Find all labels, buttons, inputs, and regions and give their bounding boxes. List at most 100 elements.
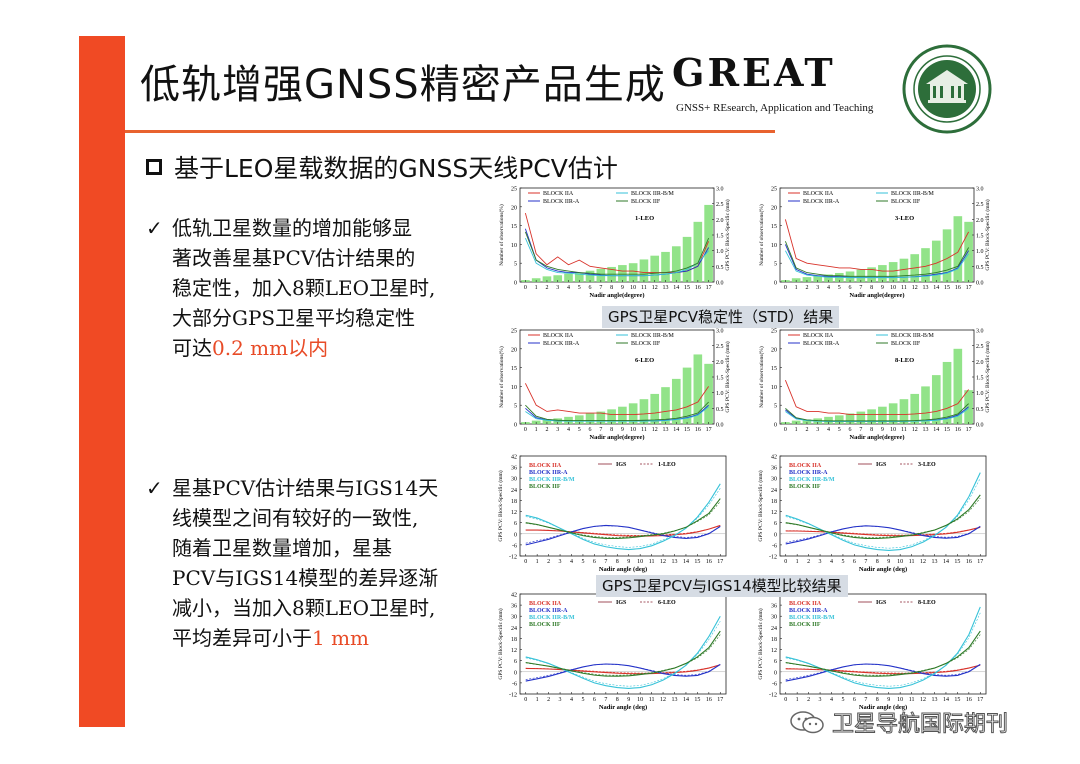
bar-2 <box>542 276 552 282</box>
y-axis-label: Number of observations(%) <box>758 346 765 408</box>
y2-tick-label: 0.5 <box>716 407 724 413</box>
x-tick-label: 12 <box>920 697 926 703</box>
x-tick-label: 7 <box>864 697 867 703</box>
x-tick-label: 13 <box>923 285 929 291</box>
bullet-line: 星基PCV估计结果与IGS14天 <box>172 476 439 500</box>
y-tick-label: 36 <box>511 604 517 610</box>
bullet-line: PCV与IGS14模型的差异逐渐 <box>172 566 439 590</box>
y-tick-label: 12 <box>511 648 517 654</box>
x-tick-label: 6 <box>849 285 852 291</box>
legend-ref-igs: IGS <box>876 600 887 606</box>
bar-16 <box>693 221 703 282</box>
y-tick-label: 5 <box>774 262 777 268</box>
x-tick-label: 9 <box>887 697 890 703</box>
chart-legend: BLOCK IIA BLOCK IIR-A BLOCK IIR-B/M BLOCK I… <box>788 191 935 222</box>
series-line-3 <box>784 241 970 277</box>
x-tick-label: 12 <box>912 427 918 433</box>
legend-label-0: BLOCK IIA <box>543 191 574 197</box>
legend-label-3: BLOCK IIF <box>891 199 921 205</box>
y-tick-label: 30 <box>771 615 777 621</box>
x-tick-label: 13 <box>932 697 938 703</box>
x-tick-label: 11 <box>649 697 655 703</box>
y2-tick-label: 0.0 <box>716 281 724 287</box>
x-axis-label: Nadir angle(degree) <box>849 292 904 299</box>
bullet-line: 稳定性，加入8颗LEO卫星时, <box>172 276 436 300</box>
y-tick-label: 0 <box>514 670 517 676</box>
y-axis-label: Number of observations(%) <box>498 346 505 408</box>
x-tick-label: 4 <box>827 427 830 433</box>
x-tick-label: 0 <box>784 697 787 703</box>
x-tick-label: 0 <box>784 559 787 565</box>
x-tick-label: 4 <box>570 559 573 565</box>
series-line-0 <box>524 383 709 416</box>
check-icon: ✓ <box>146 216 163 240</box>
x-tick-label: 7 <box>604 697 607 703</box>
legend-label-1: BLOCK IIR-A <box>543 199 580 205</box>
watermark-text: 卫星导航国际期刊 <box>831 712 1009 738</box>
x-tick-label: 5 <box>578 427 581 433</box>
legend-ref-leo: 6-LEO <box>658 600 676 606</box>
x-tick-label: 5 <box>581 697 584 703</box>
bar-5 <box>574 272 584 282</box>
y-tick-label: 42 <box>511 593 517 599</box>
series-line-0 <box>525 664 721 675</box>
x-tick-label: 6 <box>593 559 596 565</box>
legend-label-0: BLOCK IIA <box>529 463 562 469</box>
y-tick-label: 25 <box>511 187 517 193</box>
y2-tick-label: 1.5 <box>976 376 984 382</box>
series-ref-3 <box>525 501 721 538</box>
legend-ref-igs: IGS <box>876 462 887 468</box>
bar-4 <box>824 274 833 282</box>
x-tick-label: 1 <box>795 427 798 433</box>
bar-3 <box>813 275 823 282</box>
x-tick-label: 8 <box>616 559 619 565</box>
legend-label-0: BLOCK IIA <box>803 191 834 197</box>
bar-7 <box>856 411 866 424</box>
x-tick-label: 17 <box>717 697 723 703</box>
x-tick-label: 3 <box>556 427 559 433</box>
y-tick-label: 6 <box>774 659 777 665</box>
bullet-comparison: ✓ 星基PCV估计结果与IGS14天 线模型之间有较好的一致性, 随着卫星数量增… <box>146 473 476 653</box>
x-tick-label: 12 <box>652 427 658 433</box>
x-tick-label: 16 <box>695 427 701 433</box>
x-tick-label: 11 <box>649 559 655 565</box>
y-tick-label: 15 <box>511 366 517 372</box>
bar-6 <box>585 270 595 282</box>
series-ref-1 <box>525 525 721 544</box>
y2-tick-label: 0.0 <box>976 423 984 429</box>
x-tick-label: 17 <box>706 285 712 291</box>
y-tick-label: 0 <box>514 423 517 429</box>
bar-14 <box>931 375 941 424</box>
y-tick-label: 18 <box>771 637 777 643</box>
legend-label-0: BLOCK IIA <box>543 333 574 339</box>
x-tick-label: 2 <box>545 285 548 291</box>
y-tick-label: 20 <box>771 205 777 211</box>
x-tick-label: 3 <box>559 697 562 703</box>
series-ref-2 <box>525 621 721 687</box>
bar-10 <box>628 403 638 424</box>
y2-tick-label: 2.0 <box>716 218 724 224</box>
panel-label: 3-LEO <box>895 215 914 222</box>
x-tick-label: 11 <box>641 285 647 291</box>
x-tick-label: 2 <box>805 427 808 433</box>
x-tick-label: 8 <box>610 285 613 291</box>
bullet-line: 减小，当加入8颗LEO卫星时, <box>172 596 436 620</box>
x-tick-label: 14 <box>673 427 679 433</box>
great-logo: GREAT <box>672 50 836 95</box>
y-tick-label: -6 <box>772 543 777 549</box>
y-tick-label: 24 <box>511 626 517 632</box>
x-tick-label: 15 <box>684 427 690 433</box>
bullet-stability: ✓ 低轨卫星数量的增加能够显 著改善星基PCV估计结果的 稳定性，加入8颗LEO… <box>146 213 476 363</box>
bullet-line-last: 平均差异可小于1 mm <box>172 623 476 653</box>
bar-17 <box>704 363 713 424</box>
bar-10 <box>888 403 898 424</box>
x-tick-label: 10 <box>637 559 643 565</box>
legend-label-2: BLOCK IIR-B/M <box>789 477 835 483</box>
legend-ref-leo: 8-LEO <box>918 600 936 606</box>
x-tick-label: 16 <box>966 559 972 565</box>
bar-17 <box>704 204 713 282</box>
y-axis-label: GPS PCV: Block-Specific (mm) <box>497 608 504 679</box>
y2-tick-label: 0.5 <box>716 265 724 271</box>
